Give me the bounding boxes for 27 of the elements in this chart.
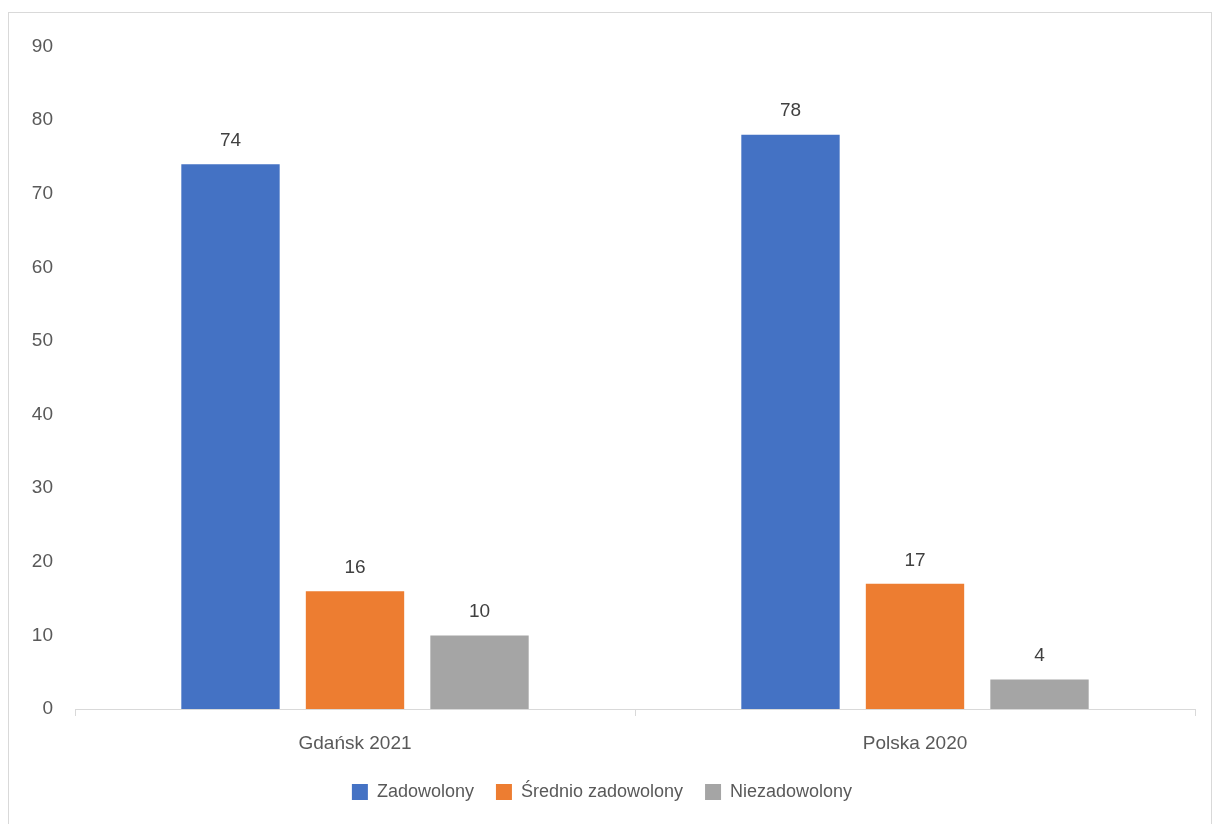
data-label: 17	[904, 548, 926, 570]
y-tick-label: 50	[31, 329, 53, 351]
x-tick-label: Polska 2020	[862, 731, 968, 753]
y-tick-label: 20	[31, 549, 53, 571]
x-tick-label: Gdańsk 2021	[298, 731, 412, 753]
data-label: 10	[468, 600, 491, 622]
data-label: 4	[1034, 644, 1046, 666]
legend-label: Zadowolony	[376, 780, 474, 801]
data-label: 74	[219, 128, 242, 150]
y-tick-label: 70	[31, 181, 53, 203]
bar	[990, 679, 1089, 709]
bar	[865, 583, 965, 709]
bar	[741, 134, 840, 709]
y-tick-label: 0	[42, 697, 53, 719]
data-label: 16	[344, 555, 366, 577]
legend-label: Niezadowolony	[730, 780, 853, 801]
bar	[430, 635, 529, 709]
data-label: 78	[779, 99, 802, 121]
y-tick-label: 10	[31, 623, 53, 645]
y-tick-label: 40	[31, 402, 53, 424]
y-tick-label: 90	[31, 34, 53, 56]
y-tick-label: 30	[31, 476, 53, 498]
y-tick-label: 80	[31, 108, 53, 130]
y-tick-label: 60	[31, 255, 53, 277]
bar	[181, 164, 280, 709]
bar	[305, 591, 405, 709]
legend-label: Średnio zadowolony	[520, 779, 684, 801]
